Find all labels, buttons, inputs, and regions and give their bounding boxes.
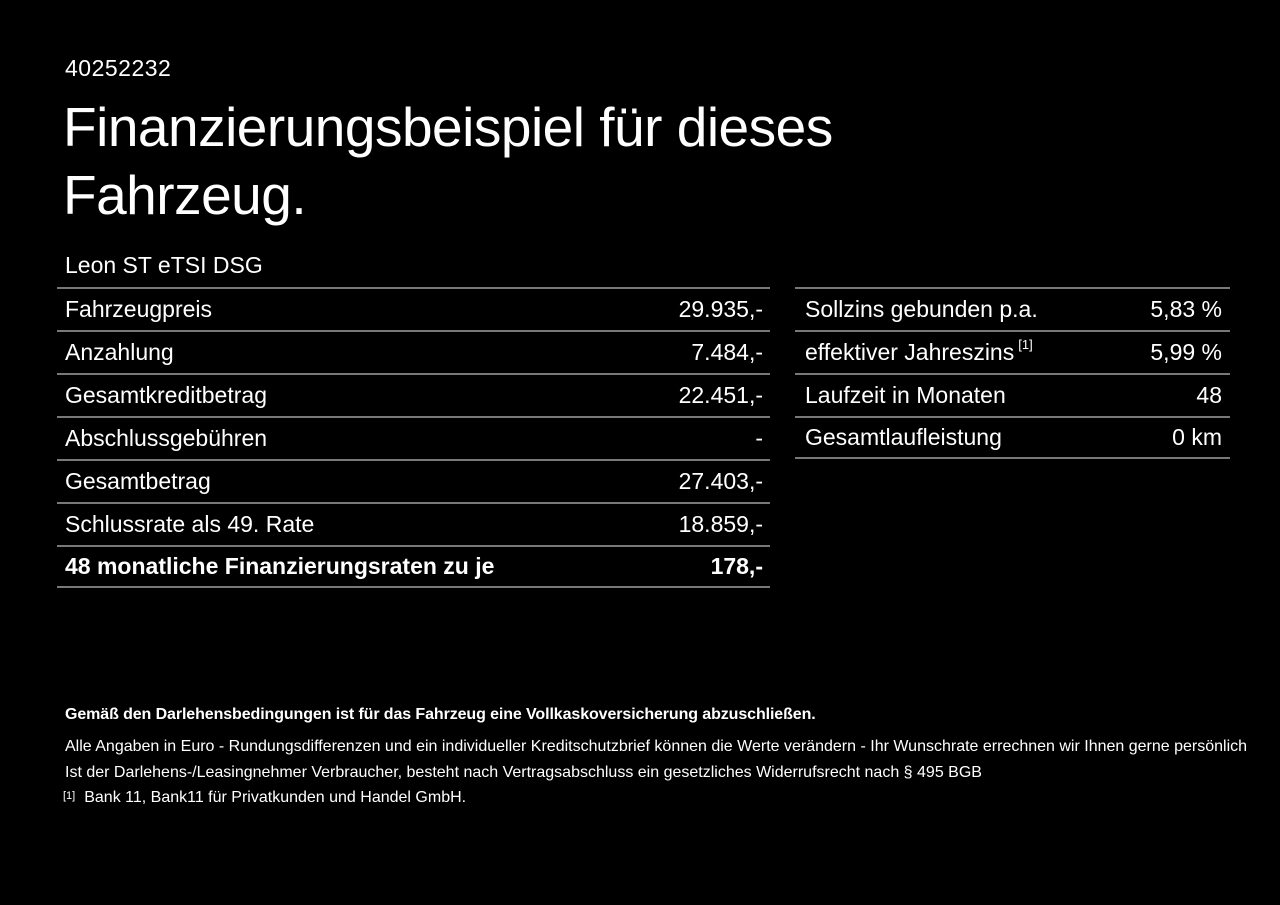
- table-row: Laufzeit in Monaten 48: [795, 373, 1230, 416]
- footnote-reference: [1]: [1018, 337, 1033, 353]
- row-value: 48: [1196, 382, 1222, 408]
- table-row: Anzahlung 7.484,-: [57, 330, 770, 373]
- disclaimer-line-2: Ist der Darlehens-/Leasingnehmer Verbrau…: [65, 764, 982, 781]
- footnote: [1] Bank 11, Bank11 für Privatkunden und …: [63, 789, 466, 807]
- row-value: 18.859,-: [678, 511, 763, 537]
- table-row: Gesamtlaufleistung 0 km: [795, 416, 1230, 459]
- table-row: Schlussrate als 49. Rate 18.859,-: [57, 502, 770, 545]
- vehicle-model: Leon ST eTSI DSG: [65, 252, 263, 278]
- table-row: Abschlussgebühren -: [57, 416, 770, 459]
- table-row: Gesamtkreditbetrag 22.451,-: [57, 373, 770, 416]
- table-row: Gesamtbetrag 27.403,-: [57, 459, 770, 502]
- row-label: Fahrzeugpreis: [65, 296, 213, 322]
- row-value: 5,83 %: [1150, 296, 1222, 322]
- row-label: Anzahlung: [65, 339, 174, 365]
- row-value: 22.451,-: [678, 382, 763, 408]
- row-label: Gesamtbetrag: [65, 468, 211, 494]
- vehicle-id: 40252232: [65, 55, 172, 81]
- row-label: Laufzeit in Monaten: [805, 382, 1006, 408]
- row-value: 5,99 %: [1150, 339, 1222, 365]
- page-title: Finanzierungsbeispiel für dieses Fahrzeu…: [63, 96, 833, 227]
- row-value: 178,-: [710, 553, 763, 579]
- row-label: Gesamtlaufleistung: [805, 424, 1002, 450]
- row-value: -: [755, 425, 763, 451]
- row-value: 27.403,-: [678, 468, 763, 494]
- row-value: 0 km: [1172, 424, 1222, 450]
- vehicle-model-row: Leon ST eTSI DSG: [57, 244, 770, 287]
- row-label: Gesamtkreditbetrag: [65, 382, 267, 408]
- conditions-table: Sollzins gebunden p.a. 5,83 % effektiver…: [795, 287, 1230, 459]
- footnote-text: Bank 11, Bank11 für Privatkunden und Han…: [84, 789, 467, 806]
- footnote-marker: [1]: [63, 790, 76, 802]
- table-row: Sollzins gebunden p.a. 5,83 %: [795, 287, 1230, 330]
- row-value: 7.484,-: [691, 339, 763, 365]
- row-label: Schlussrate als 49. Rate: [65, 511, 315, 537]
- insurance-disclaimer: Gemäß den Darlehensbedingungen ist für d…: [65, 706, 816, 723]
- disclaimer-line-1: Alle Angaben in Euro - Rundungsdifferenz…: [65, 738, 1248, 755]
- finance-table: Leon ST eTSI DSG Fahrzeugpreis 29.935,- …: [57, 244, 770, 588]
- row-label: 48 monatliche Finanzierungsraten zu je: [65, 553, 495, 579]
- table-row-monthly-rate: 48 monatliche Finanzierungsraten zu je 1…: [57, 545, 770, 588]
- row-value: 29.935,-: [678, 296, 763, 322]
- table-row: effektiver Jahreszins [1] 5,99 %: [795, 330, 1230, 373]
- row-label: effektiver Jahreszins [1]: [805, 337, 1033, 365]
- row-label: Abschlussgebühren: [65, 425, 268, 451]
- row-label: Sollzins gebunden p.a.: [805, 296, 1038, 322]
- table-row: Fahrzeugpreis 29.935,-: [57, 287, 770, 330]
